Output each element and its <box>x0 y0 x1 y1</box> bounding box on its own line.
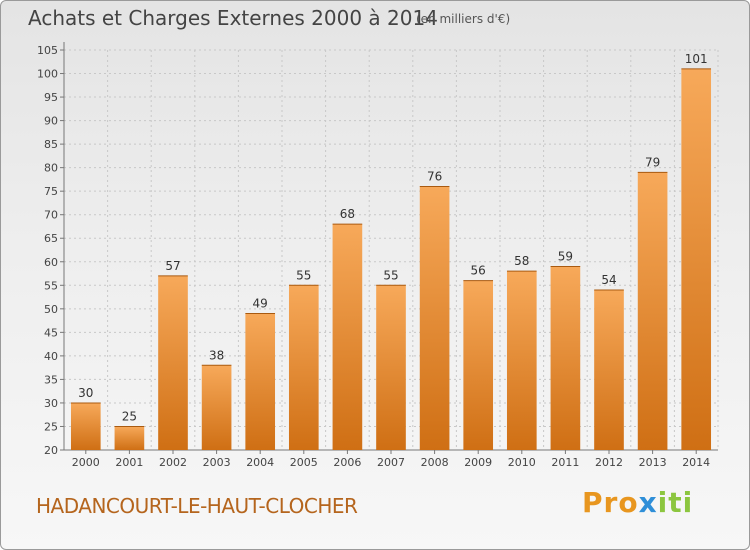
logo-part: x <box>638 486 658 519</box>
bar <box>70 402 101 450</box>
bar-value-label: 59 <box>558 249 573 263</box>
x-tick-label: 2012 <box>595 456 623 469</box>
x-tick-label: 2005 <box>290 456 318 469</box>
bar-value-label: 76 <box>427 169 442 183</box>
x-tick-label: 2013 <box>639 456 667 469</box>
x-tick-label: 2011 <box>551 456 579 469</box>
bar <box>594 290 624 450</box>
bar <box>376 285 406 450</box>
y-tick-label: 60 <box>44 256 58 269</box>
bar-value-label: 55 <box>296 268 311 282</box>
bar <box>245 313 276 450</box>
bar-value-label: 30 <box>78 386 93 400</box>
bar-value-label: 54 <box>601 273 616 287</box>
x-tick-label: 2001 <box>115 456 143 469</box>
bar <box>288 285 319 450</box>
bar <box>463 280 494 450</box>
bar <box>637 172 668 450</box>
y-tick-label: 20 <box>44 444 58 457</box>
chart-subtitle: (en milliers d'€) <box>416 12 511 26</box>
y-tick-label: 80 <box>44 162 58 175</box>
bar <box>158 275 188 450</box>
y-tick-label: 30 <box>44 397 58 410</box>
bar-value-label: 55 <box>383 268 398 282</box>
y-tick-label: 90 <box>44 115 58 128</box>
commune-name: HADANCOURT-LE-HAUT-CLOCHER <box>36 494 358 518</box>
bar-value-label: 56 <box>471 264 486 278</box>
logo-part: Pro <box>582 486 639 519</box>
y-tick-label: 35 <box>44 373 58 386</box>
bar-value-label: 49 <box>253 297 268 311</box>
bar-value-label: 25 <box>122 409 137 423</box>
y-tick-label: 55 <box>44 279 58 292</box>
bar <box>114 426 145 450</box>
bar-value-label: 38 <box>209 348 224 362</box>
bar-value-label: 68 <box>340 207 355 221</box>
y-tick-label: 65 <box>44 232 58 245</box>
x-tick-label: 2003 <box>203 456 231 469</box>
bar-value-label: 101 <box>685 52 708 66</box>
bar <box>506 271 537 450</box>
bar-value-label: 79 <box>645 155 660 169</box>
x-tick-label: 2008 <box>421 456 449 469</box>
bar-value-label: 57 <box>165 259 180 273</box>
proxiti-logo: Proxiti <box>582 486 693 519</box>
x-tick-label: 2010 <box>508 456 536 469</box>
x-tick-label: 2009 <box>464 456 492 469</box>
y-tick-label: 100 <box>37 68 58 81</box>
y-tick-label: 50 <box>44 303 58 316</box>
bar <box>332 224 363 450</box>
logo-part: iti <box>657 486 694 519</box>
y-tick-label: 40 <box>44 350 58 363</box>
x-tick-label: 2000 <box>72 456 100 469</box>
x-tick-label: 2006 <box>333 456 361 469</box>
chart-title: Achats et Charges Externes 2000 à 2014 <box>28 6 438 30</box>
x-tick-label: 2014 <box>682 456 710 469</box>
y-tick-label: 95 <box>44 91 58 104</box>
bar <box>681 68 712 450</box>
bar <box>550 266 581 450</box>
x-tick-label: 2002 <box>159 456 187 469</box>
bar <box>201 365 232 450</box>
y-tick-label: 70 <box>44 209 58 222</box>
y-tick-label: 75 <box>44 185 58 198</box>
y-tick-label: 25 <box>44 420 58 433</box>
x-tick-label: 2007 <box>377 456 405 469</box>
y-tick-label: 85 <box>44 138 58 151</box>
bar-value-label: 58 <box>514 254 529 268</box>
y-tick-label: 45 <box>44 326 58 339</box>
y-tick-label: 105 <box>37 44 58 57</box>
bar <box>419 186 450 450</box>
x-tick-label: 2004 <box>246 456 274 469</box>
